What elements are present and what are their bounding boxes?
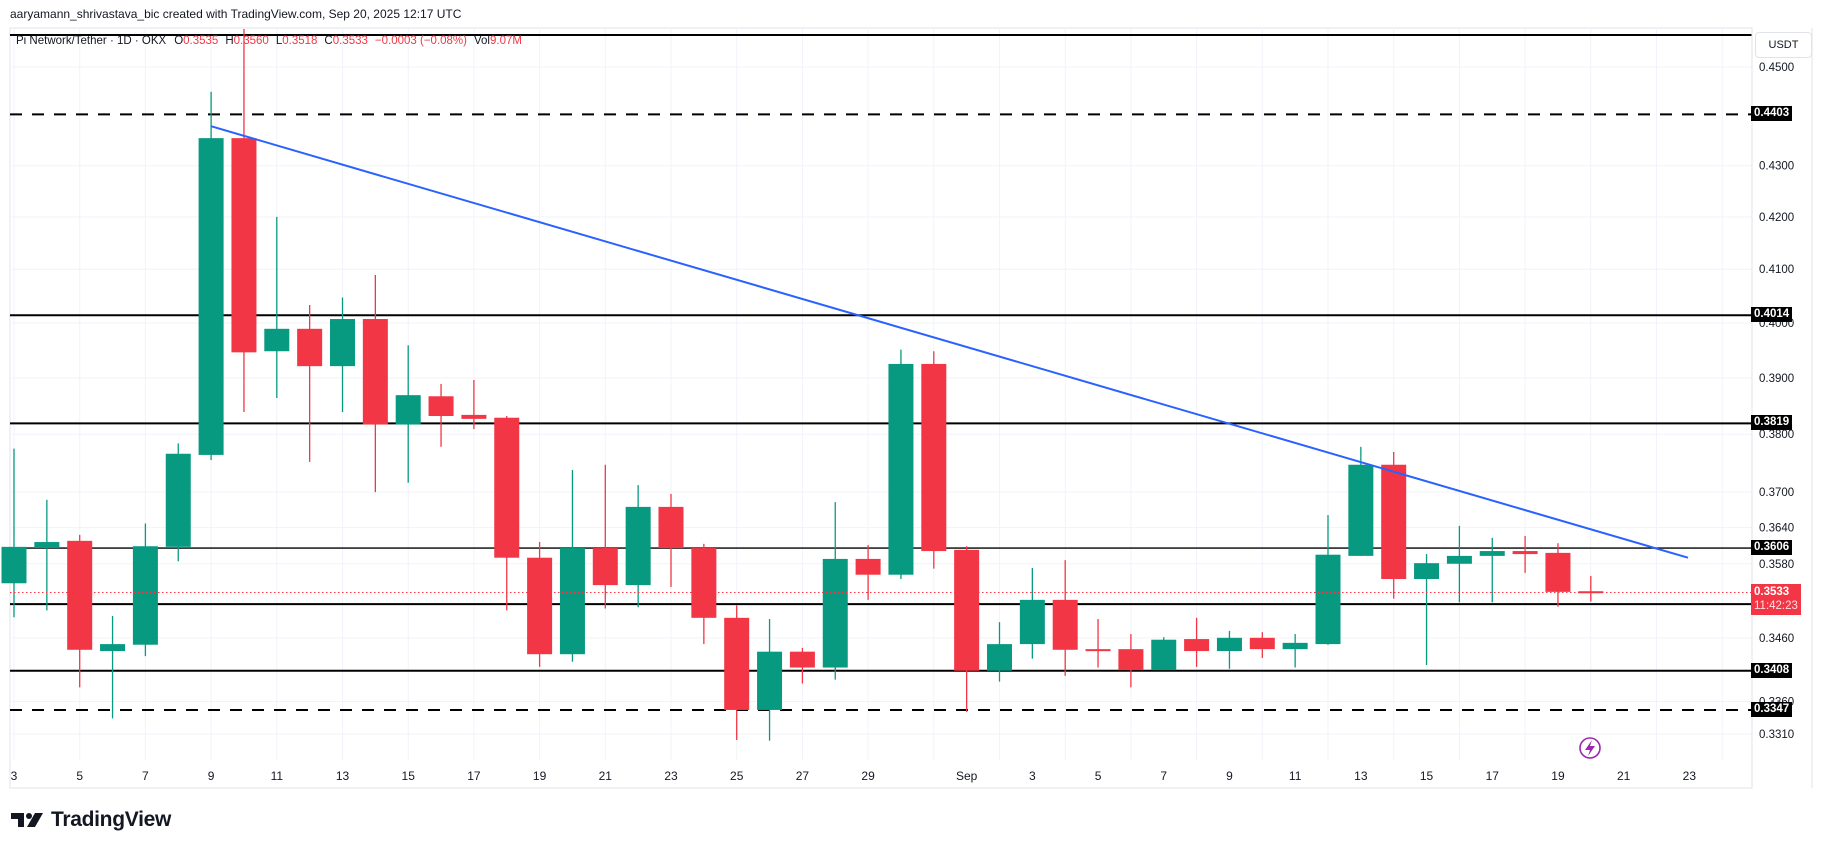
svg-text:17: 17 — [1486, 769, 1500, 783]
svg-text:0.3580: 0.3580 — [1759, 559, 1794, 571]
svg-text:0.3310: 0.3310 — [1759, 729, 1794, 741]
svg-text:0.4200: 0.4200 — [1759, 212, 1794, 224]
svg-text:21: 21 — [1617, 769, 1631, 783]
svg-text:21: 21 — [599, 769, 613, 783]
svg-text:11: 11 — [1289, 769, 1302, 783]
svg-text:25: 25 — [730, 769, 744, 783]
level-price-tag: 0.4014 — [1751, 307, 1793, 323]
high-label: H — [225, 35, 234, 47]
svg-text:0.3700: 0.3700 — [1759, 487, 1794, 499]
horizontal-levels[interactable] — [10, 113, 1752, 711]
level-price-tag: 0.4403 — [1751, 106, 1793, 122]
last-price-tag: 0.3533 11:42:23 — [1751, 584, 1801, 616]
svg-text:3: 3 — [1029, 769, 1036, 783]
level-price-tag: 0.3347 — [1751, 701, 1793, 717]
svg-text:11: 11 — [271, 769, 284, 783]
volume-value: 9.07M — [490, 35, 522, 47]
bar-countdown: 11:42:23 — [1754, 600, 1798, 613]
svg-text:23: 23 — [1683, 769, 1697, 783]
svg-text:5: 5 — [1095, 769, 1102, 783]
tradingview-logo-icon — [11, 813, 43, 827]
svg-text:0.4300: 0.4300 — [1759, 161, 1794, 173]
tradingview-logo: TradingView — [11, 808, 171, 832]
svg-text:9: 9 — [1226, 769, 1233, 783]
svg-text:7: 7 — [142, 769, 149, 783]
svg-text:23: 23 — [664, 769, 678, 783]
candles — [1, 29, 1604, 741]
svg-text:0.4100: 0.4100 — [1759, 264, 1794, 276]
svg-text:13: 13 — [336, 769, 350, 783]
low-value: 0.3518 — [282, 35, 318, 47]
lightning-event-icon[interactable] — [1579, 737, 1601, 759]
high-value: 0.3560 — [233, 35, 269, 47]
symbol-title[interactable]: Pi Network/Tether · 1D · OKX — [16, 35, 167, 47]
svg-text:5: 5 — [76, 769, 83, 783]
svg-text:7: 7 — [1160, 769, 1167, 783]
svg-text:0.3460: 0.3460 — [1759, 633, 1794, 645]
low-label: L — [275, 35, 283, 47]
svg-text:0.3800: 0.3800 — [1759, 429, 1794, 441]
svg-text:Sep: Sep — [956, 769, 978, 783]
change-value: −0.0003 (−0.08%) — [374, 35, 467, 47]
price-axis[interactable]: 0.45000.43000.42000.41000.40000.39000.38… — [1751, 28, 1813, 788]
svg-text:15: 15 — [402, 769, 416, 783]
svg-text:15: 15 — [1420, 769, 1434, 783]
ohlc-legend: Pi Network/Tether · 1D · OKX O 0.3535 H 0.… — [16, 35, 529, 47]
svg-text:19: 19 — [533, 769, 547, 783]
volume-label: Vol — [474, 35, 490, 47]
open-label: O — [174, 35, 184, 47]
svg-text:0.3900: 0.3900 — [1759, 373, 1794, 385]
svg-text:9: 9 — [208, 769, 215, 783]
svg-text:29: 29 — [861, 769, 875, 783]
svg-text:0.4500: 0.4500 — [1759, 62, 1794, 74]
trendline[interactable] — [210, 125, 1689, 559]
chart-credit: aaryamann_shrivastava_bic created with T… — [10, 7, 462, 21]
svg-text:3: 3 — [11, 769, 18, 783]
level-price-tag: 0.3408 — [1751, 662, 1793, 678]
svg-text:19: 19 — [1551, 769, 1565, 783]
level-price-tag: 0.3819 — [1751, 415, 1793, 431]
currency-button[interactable]: USDT — [1755, 32, 1812, 58]
close-value: 0.3533 — [332, 35, 368, 47]
time-axis[interactable]: 3 5 7 9 11 13 15 17 19 21 23 25 27 29 Sep 3 5 7 9 11 13 15 17 1… — [11, 769, 1697, 783]
svg-text:17: 17 — [467, 769, 481, 783]
level-price-tag: 0.3606 — [1751, 540, 1793, 556]
close-label: C — [324, 35, 333, 47]
svg-text:13: 13 — [1354, 769, 1368, 783]
logo-text: TradingView — [51, 808, 172, 831]
grid-lines — [9, 27, 1753, 789]
svg-text:27: 27 — [796, 769, 810, 783]
open-value: 0.3535 — [183, 35, 219, 47]
svg-text:0.3640: 0.3640 — [1759, 523, 1794, 535]
